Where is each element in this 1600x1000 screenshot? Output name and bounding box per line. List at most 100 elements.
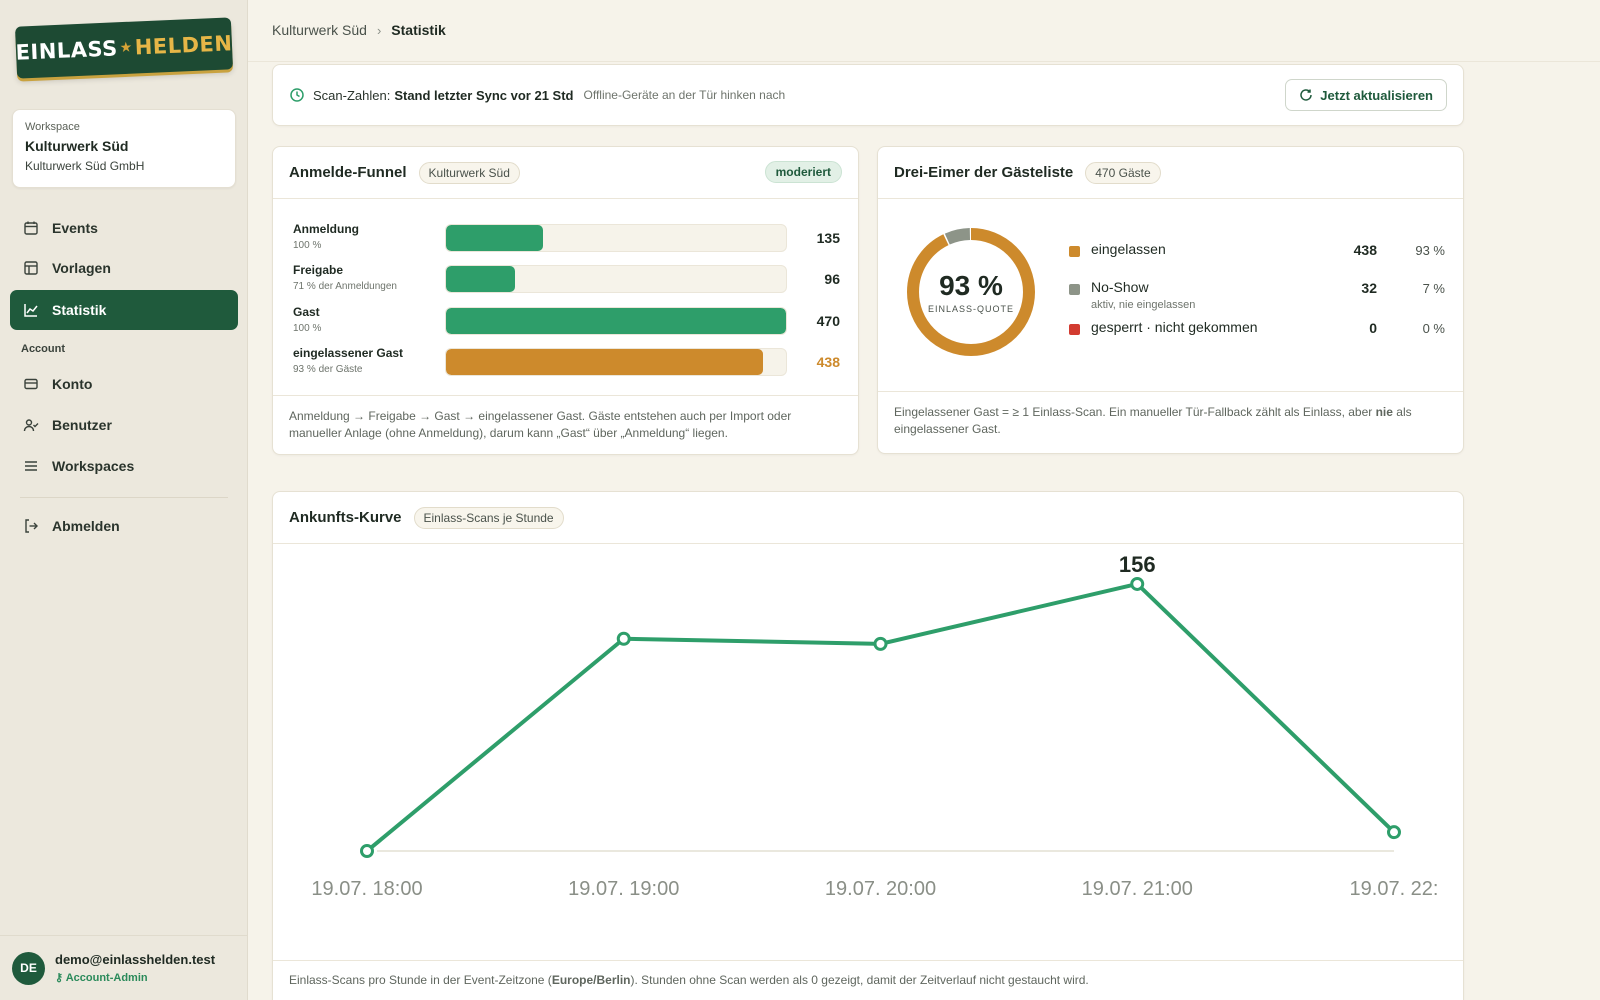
funnel-bar-track xyxy=(445,307,787,335)
refresh-icon xyxy=(1299,88,1313,102)
arrivals-footnote-a: Einlass-Scans pro Stunde in der Event-Ze… xyxy=(289,973,552,987)
user-menu[interactable]: DE demo@einlasshelden.test ⚷ Account-Adm… xyxy=(0,935,248,1000)
x-tick-label: 19.07. 21:00 xyxy=(1082,878,1193,900)
sidebar-item-label: Konto xyxy=(52,376,93,392)
x-tick-label: 19.07. 22: xyxy=(1350,878,1439,900)
brand-logo[interactable]: EINLASS ★ HELDEN xyxy=(14,17,234,79)
legend-sub: aktiv, nie eingelassen xyxy=(1091,299,1196,311)
funnel-row: Gast 100 % 470 xyxy=(293,305,840,337)
legend-percent: 7 % xyxy=(1422,281,1445,296)
funnel-row: Freigabe 71 % der Anmeldungen 96 xyxy=(293,263,840,295)
breadcrumb: Kulturwerk Süd › Statistik xyxy=(272,22,446,38)
funnel-row-sub: 93 % der Gäste xyxy=(293,364,363,375)
buckets-footnote-c: als eingelassener Gast. xyxy=(894,405,1412,436)
guestlist-buckets-card: Drei-Eimer der Gästeliste 470 Gäste 93 %… xyxy=(877,146,1464,454)
bucket-legend-row: eingelassen 438 93 % xyxy=(1069,241,1445,277)
clock-icon xyxy=(289,87,305,103)
sync-value: Stand letzter Sync vor 21 Std xyxy=(394,87,574,103)
legend-name: gesperrt · nicht gekommen xyxy=(1091,319,1258,335)
card-icon xyxy=(22,375,40,393)
sidebar-item-workspaces[interactable]: Workspaces xyxy=(10,446,238,486)
funnel-row-sub: 100 % xyxy=(293,323,322,334)
funnel-bar-track xyxy=(445,265,787,293)
user-email: demo@einlasshelden.test xyxy=(55,952,216,967)
funnel-bar-track xyxy=(445,348,787,376)
arrival-line-chart: 19.07. 18:00 19.07. 19:00 19.07. 20:00 19.0… xyxy=(311,552,1439,900)
arrival-point[interactable] xyxy=(1130,576,1145,591)
legend-percent: 93 % xyxy=(1415,243,1445,258)
funnel-header: Anmelde-Funnel Kulturwerk Süd moderiert xyxy=(273,147,858,199)
funnel-row-sub: 71 % der Anmeldungen xyxy=(293,281,397,292)
donut-label: EINLASS-QUOTE xyxy=(927,304,1014,314)
x-tick-label: 19.07. 20:00 xyxy=(825,878,936,900)
sync-status-bar: Scan-Zahlen: Stand letzter Sync vor 21 S… xyxy=(272,64,1464,126)
sidebar-item-events[interactable]: Events xyxy=(10,208,238,248)
refresh-button-label: Jetzt aktualisieren xyxy=(1320,87,1433,103)
funnel-bar-fill xyxy=(446,308,786,334)
buckets-footnote-a: Eingelassener Gast = ≥ 1 Einlass-Scan. E… xyxy=(894,405,1376,419)
arrivals-chip: Einlass-Scans je Stunde xyxy=(413,506,564,529)
funnel-row-value: 470 xyxy=(816,313,840,329)
legend-swatch xyxy=(1069,246,1080,257)
arrival-point[interactable] xyxy=(873,636,888,651)
nav-divider xyxy=(20,497,228,498)
legend-name: eingelassen xyxy=(1091,241,1166,257)
template-icon xyxy=(22,259,40,277)
buckets-footnote: Eingelassener Gast = ≥ 1 Einlass-Scan. E… xyxy=(878,391,1463,453)
funnel-bar-track xyxy=(445,224,787,252)
arrivals-footnote-c: ). Stunden ohne Scan werden als 0 gezeig… xyxy=(630,973,1089,987)
topbar: Kulturwerk Süd › Statistik xyxy=(248,0,1600,62)
funnel-row: eingelassener Gast 93 % der Gäste 438 xyxy=(293,346,840,378)
sidebar-item-label: Workspaces xyxy=(52,458,135,474)
bucket-legend-row: gesperrt · nicht gekommen 0 0 % xyxy=(1069,319,1445,355)
legend-count: 0 xyxy=(1369,320,1377,336)
brand-logo-part1: EINLASS xyxy=(15,36,119,65)
breadcrumb-parent[interactable]: Kulturwerk Süd xyxy=(272,22,367,38)
funnel-row-label: Anmeldung xyxy=(293,222,359,236)
sidebar-item-label: Vorlagen xyxy=(52,260,111,276)
funnel-row-value: 135 xyxy=(816,230,840,246)
peak-data-label: 156 xyxy=(1119,552,1156,577)
funnel-row-label: eingelassener Gast xyxy=(293,346,404,360)
funnel-chip: Kulturwerk Süd xyxy=(418,161,520,184)
arrivals-header: Ankunfts-Kurve Einlass-Scans je Stunde xyxy=(273,492,1463,544)
logout-button[interactable]: Abmelden xyxy=(10,506,238,546)
workspace-label: Workspace xyxy=(25,121,80,133)
arrivals-footnote: Einlass-Scans pro Stunde in der Event-Ze… xyxy=(273,960,1463,999)
sync-hint: Offline-Geräte an der Tür hinken nach xyxy=(583,88,786,102)
workspace-switcher[interactable]: Workspace Kulturwerk Süd Kulturwerk Süd … xyxy=(12,109,236,188)
funnel-bar-fill xyxy=(446,349,763,375)
donut-value: 93 % xyxy=(939,270,1003,301)
funnel-bar-fill xyxy=(446,225,543,251)
calendar-icon xyxy=(22,219,40,237)
funnel-row-label: Gast xyxy=(293,305,320,319)
list-icon xyxy=(22,457,40,475)
arrival-curve-card: Ankunfts-Kurve Einlass-Scans je Stunde 1… xyxy=(272,491,1464,1000)
arrival-point[interactable] xyxy=(1387,825,1401,840)
arrival-point[interactable] xyxy=(360,844,374,858)
nav-section-account: Account xyxy=(21,343,65,355)
moderation-badge: moderiert xyxy=(764,161,842,183)
sidebar-item-vorlagen[interactable]: Vorlagen xyxy=(10,248,238,288)
chart-line-icon xyxy=(22,301,40,319)
funnel-card: Anmelde-Funnel Kulturwerk Süd moderiert … xyxy=(272,146,859,455)
key-icon: ⚷ xyxy=(55,972,66,984)
sidebar-item-label: Statistik xyxy=(52,302,107,318)
logout-label: Abmelden xyxy=(52,518,120,534)
bucket-legend-row: No-Show aktiv, nie eingelassen 32 7 % xyxy=(1069,279,1445,315)
funnel-row-value: 96 xyxy=(824,271,840,287)
funnel-row-label: Freigabe xyxy=(293,263,344,277)
funnel-row-sub: 100 % xyxy=(293,240,322,251)
arrival-point[interactable] xyxy=(616,631,631,646)
buckets-chip: 470 Gäste xyxy=(1085,161,1161,184)
sidebar-item-konto[interactable]: Konto xyxy=(10,364,238,404)
refresh-button[interactable]: Jetzt aktualisieren xyxy=(1285,79,1447,111)
sidebar-item-statistik[interactable]: Statistik xyxy=(10,290,238,330)
sidebar-item-label: Benutzer xyxy=(52,417,112,433)
sidebar-item-benutzer[interactable]: Benutzer xyxy=(10,405,238,445)
x-tick-label: 19.07. 18:00 xyxy=(311,878,422,900)
admission-donut: 93 % EINLASS-QUOTE xyxy=(906,227,1036,357)
legend-name: No-Show xyxy=(1091,279,1149,295)
donut-segment-0 xyxy=(907,228,1035,356)
workspace-company: Kulturwerk Süd GmbH xyxy=(25,159,145,173)
